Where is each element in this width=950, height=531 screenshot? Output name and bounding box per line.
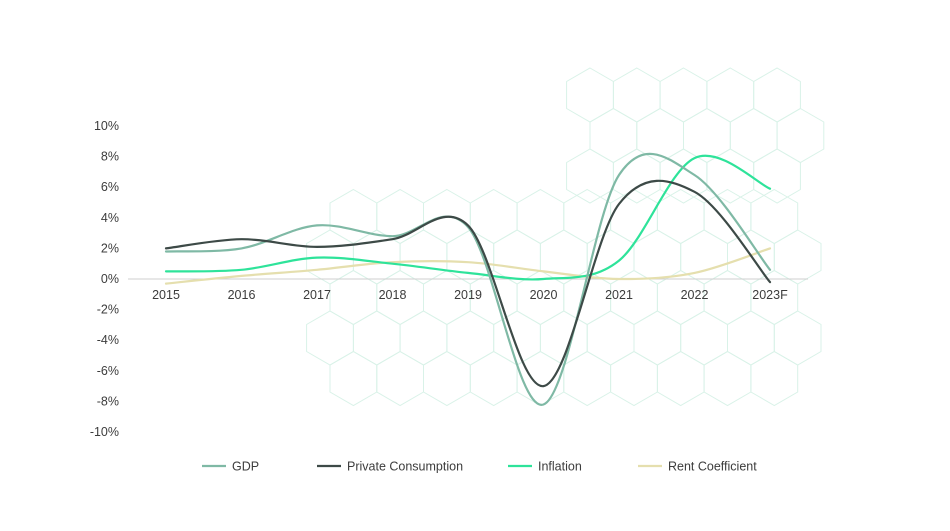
y-tick-label: 10% xyxy=(94,119,119,133)
x-tick-label: 2017 xyxy=(303,288,331,302)
legend-label: GDP xyxy=(232,460,259,474)
series-lines xyxy=(164,152,772,406)
legend-item-inflation: Inflation xyxy=(508,460,582,474)
hexagon-shape xyxy=(703,188,752,245)
hexagon-shape xyxy=(750,350,799,407)
hexagon-shape xyxy=(352,310,401,366)
hexagon-shape xyxy=(750,188,799,245)
hexagon-shape xyxy=(306,310,354,366)
hexagon-shape xyxy=(656,188,705,245)
x-tick-label: 2023F xyxy=(752,288,788,302)
hexagon-shape xyxy=(703,350,752,407)
hexagon-shape xyxy=(706,67,755,123)
hexagon-shape xyxy=(727,310,775,366)
series-line-private-consumption xyxy=(164,179,772,388)
hexagon-shape xyxy=(773,229,822,285)
hexagon-shape xyxy=(773,310,822,366)
hexagon-shape xyxy=(610,350,658,407)
y-tick-label: 4% xyxy=(101,211,119,225)
legend-label: Inflation xyxy=(538,460,582,474)
x-tick-label: 2020 xyxy=(530,288,558,302)
hexagon-shape xyxy=(753,67,801,123)
hexagon-shape xyxy=(376,350,424,407)
legend: GDP Private Consumption Inflation Rent Coef… xyxy=(202,460,757,474)
hexagon-shape xyxy=(469,188,518,245)
hexagon-shape xyxy=(469,350,518,407)
hexagon-shape xyxy=(729,107,778,164)
hexagon-shape xyxy=(446,310,495,366)
hexagon-shape xyxy=(563,350,612,407)
legend-item-rent-coefficient: Rent Coefficient xyxy=(638,460,757,474)
hexagon-shape xyxy=(656,350,705,407)
legend-label: Private Consumption xyxy=(347,460,463,474)
hexagon-shape xyxy=(329,188,378,245)
hexagon-shape xyxy=(612,67,661,123)
hexagon-shape xyxy=(399,310,448,366)
x-tick-label: 2016 xyxy=(228,288,256,302)
hexagon-shape xyxy=(493,310,541,366)
hexagon-shape xyxy=(586,229,635,285)
hexagon-shape xyxy=(589,107,638,164)
series-line-inflation xyxy=(164,154,772,281)
x-axis-ticks: 2015 2016 2017 2018 2019 2020 2021 2022 2023F xyxy=(152,288,788,302)
hexagon-shape xyxy=(753,148,801,204)
hexagon-shape xyxy=(566,148,614,204)
y-tick-label: -8% xyxy=(97,394,119,408)
hexagon-shape xyxy=(586,310,635,366)
hexagon-shape xyxy=(423,350,471,407)
legend-item-gdp: GDP xyxy=(202,460,259,474)
x-tick-label: 2015 xyxy=(152,288,180,302)
x-tick-label: 2021 xyxy=(605,288,633,302)
x-tick-label: 2022 xyxy=(681,288,709,302)
legend-item-private-consumption: Private Consumption xyxy=(317,460,463,474)
y-tick-label: -10% xyxy=(90,425,119,439)
hexagon-shape xyxy=(683,107,731,164)
hexagon-shape xyxy=(633,310,682,366)
y-tick-label: -6% xyxy=(97,364,119,378)
hexagon-shape xyxy=(776,107,825,164)
series-line-gdp xyxy=(164,152,772,406)
hexagon-shape xyxy=(399,229,448,285)
y-tick-label: 0% xyxy=(101,272,119,286)
hexagon-shape xyxy=(516,350,565,407)
hexagon-shape xyxy=(659,67,708,123)
y-tick-label: -2% xyxy=(97,303,119,317)
x-tick-label: 2018 xyxy=(379,288,407,302)
y-tick-label: 8% xyxy=(101,150,119,164)
y-axis-ticks: 10% 8% 6% 4% 2% 0% -2% -4% -6% -8% -10% xyxy=(90,119,119,439)
hexagon-shape xyxy=(680,229,728,285)
y-tick-label: 2% xyxy=(101,241,119,255)
series-line-rent-coefficient xyxy=(164,247,772,285)
y-tick-label: -4% xyxy=(97,333,119,347)
hexagon-shape xyxy=(329,350,378,407)
hexagon-shape xyxy=(566,67,614,123)
x-tick-label: 2019 xyxy=(454,288,482,302)
hexagon-shape xyxy=(680,310,728,366)
hexagon-shape xyxy=(516,188,565,245)
legend-label: Rent Coefficient xyxy=(668,460,757,474)
y-tick-label: 6% xyxy=(101,180,119,194)
